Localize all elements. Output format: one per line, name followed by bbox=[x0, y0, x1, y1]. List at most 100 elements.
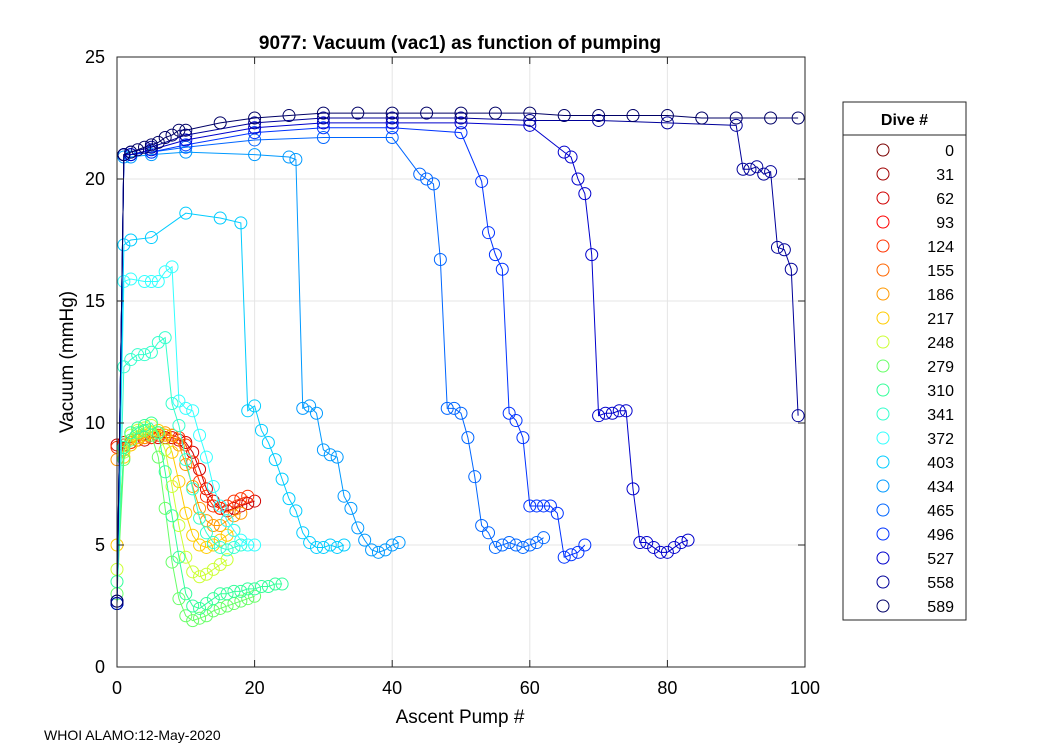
footer-text: WHOI ALAMO:12-May-2020 bbox=[44, 727, 221, 743]
data-point bbox=[660, 116, 674, 130]
data-point bbox=[764, 111, 778, 125]
data-point bbox=[227, 494, 241, 508]
data-point bbox=[475, 174, 489, 188]
legend-marker bbox=[876, 311, 890, 325]
data-point bbox=[475, 518, 489, 532]
data-point bbox=[385, 116, 399, 130]
data-point bbox=[248, 589, 262, 603]
data-point bbox=[131, 348, 145, 362]
legend-entry-label: 341 bbox=[927, 407, 954, 424]
data-point bbox=[316, 111, 330, 125]
data-point bbox=[193, 570, 207, 584]
data-point bbox=[193, 475, 207, 489]
data-point bbox=[131, 421, 145, 435]
data-point bbox=[220, 543, 234, 557]
data-point bbox=[303, 536, 317, 550]
data-point bbox=[144, 231, 158, 245]
data-point bbox=[358, 533, 372, 547]
legend-entry-label: 310 bbox=[927, 383, 954, 400]
legend-marker bbox=[876, 479, 890, 493]
y-tick-label: 25 bbox=[85, 47, 105, 67]
data-point bbox=[392, 536, 406, 550]
data-point bbox=[193, 501, 207, 515]
legend-marker bbox=[876, 431, 890, 445]
data-point bbox=[385, 111, 399, 125]
data-point bbox=[241, 538, 255, 552]
plot-area: 0 20 40 60 80 100 0 5 10 15 20 25 bbox=[85, 47, 820, 698]
series-line-186 bbox=[116, 432, 242, 526]
data-point bbox=[791, 111, 805, 125]
data-point bbox=[743, 162, 757, 176]
data-point bbox=[571, 172, 585, 186]
data-point bbox=[660, 109, 674, 123]
data-point bbox=[124, 433, 138, 447]
data-point bbox=[488, 540, 502, 554]
data-point bbox=[179, 123, 193, 137]
data-point bbox=[165, 555, 179, 569]
data-point bbox=[530, 499, 544, 513]
series-line-496 bbox=[116, 127, 586, 604]
data-point bbox=[165, 128, 179, 142]
data-point bbox=[378, 543, 392, 557]
data-point bbox=[206, 592, 220, 606]
data-point bbox=[193, 428, 207, 442]
data-point bbox=[248, 582, 262, 596]
legend-entry-label: 186 bbox=[927, 287, 954, 304]
data-point bbox=[124, 353, 138, 367]
data-point bbox=[138, 428, 152, 442]
y-axis-label: Vacuum (mmHg) bbox=[57, 291, 78, 433]
legend-marker bbox=[876, 599, 890, 613]
data-point bbox=[585, 248, 599, 262]
legend-entry-label: 0 bbox=[945, 143, 954, 160]
data-point bbox=[124, 272, 138, 286]
series-line-434 bbox=[116, 151, 400, 604]
legend-marker bbox=[876, 215, 890, 229]
data-point bbox=[131, 431, 145, 445]
series-line-310 bbox=[116, 422, 283, 609]
series-line-279 bbox=[116, 429, 255, 622]
data-point bbox=[502, 406, 516, 420]
data-point bbox=[592, 109, 606, 123]
data-point bbox=[213, 601, 227, 615]
data-point bbox=[316, 443, 330, 457]
data-point bbox=[220, 528, 234, 542]
data-point bbox=[296, 401, 310, 415]
data-point bbox=[454, 126, 468, 140]
legend-marker bbox=[876, 143, 890, 157]
legend-title: Dive # bbox=[881, 112, 928, 129]
data-point bbox=[144, 138, 158, 152]
data-point bbox=[516, 431, 530, 445]
data-point bbox=[213, 540, 227, 554]
legend-marker bbox=[876, 551, 890, 565]
data-point bbox=[605, 406, 619, 420]
legend-entry-label: 496 bbox=[927, 527, 954, 544]
data-point bbox=[199, 526, 213, 540]
data-point bbox=[186, 528, 200, 542]
legend-entry-label: 558 bbox=[927, 575, 954, 592]
data-point bbox=[351, 521, 365, 535]
data-point bbox=[564, 548, 578, 562]
legend-marker bbox=[876, 263, 890, 277]
data-point bbox=[248, 538, 262, 552]
data-point bbox=[674, 536, 688, 550]
data-point bbox=[158, 131, 172, 145]
data-point bbox=[220, 553, 234, 567]
data-point bbox=[213, 587, 227, 601]
plot-background bbox=[117, 57, 805, 667]
data-point bbox=[234, 538, 248, 552]
legend-marker bbox=[876, 335, 890, 349]
data-point bbox=[261, 579, 275, 593]
data-point bbox=[729, 118, 743, 132]
data-point bbox=[420, 172, 434, 186]
data-point bbox=[234, 216, 248, 230]
x-axis-label: Ascent Pump # bbox=[396, 707, 525, 728]
data-point bbox=[248, 121, 262, 135]
data-point bbox=[117, 274, 131, 288]
data-point bbox=[124, 145, 138, 159]
data-point bbox=[598, 406, 612, 420]
data-point bbox=[482, 226, 496, 240]
data-point bbox=[172, 518, 186, 532]
data-point bbox=[165, 509, 179, 523]
legend-marker bbox=[876, 239, 890, 253]
data-point bbox=[172, 418, 186, 432]
